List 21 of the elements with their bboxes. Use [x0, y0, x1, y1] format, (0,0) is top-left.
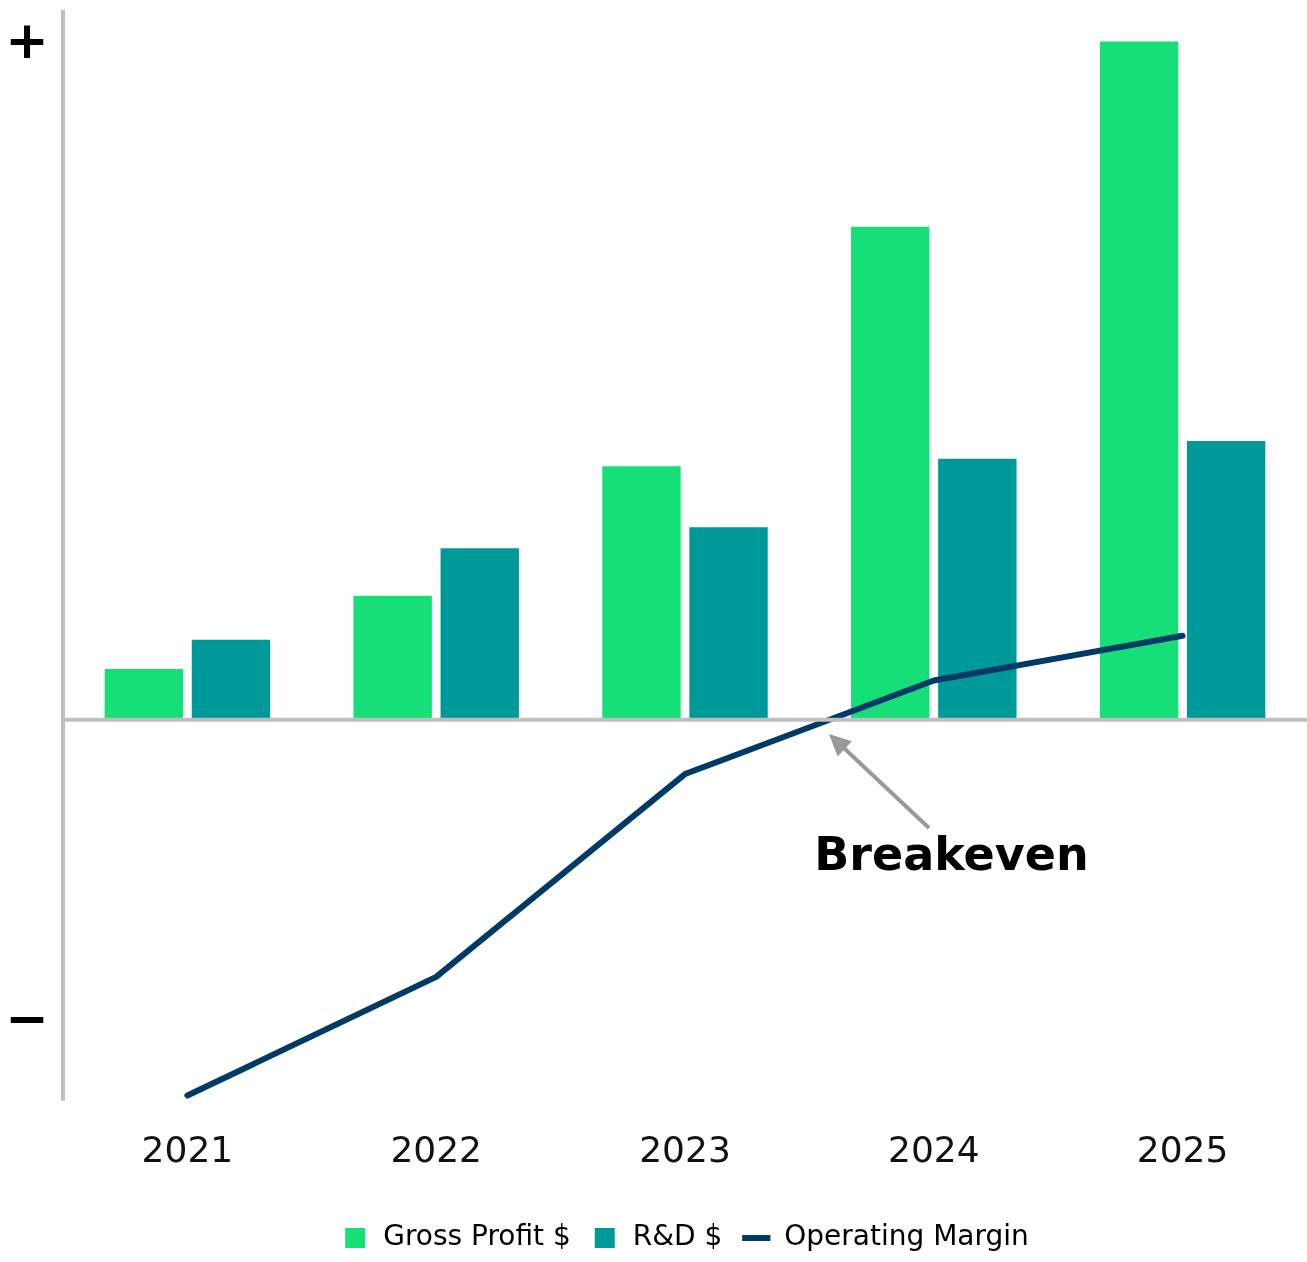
bar: [851, 226, 930, 720]
bar: [1099, 41, 1179, 720]
bar: [353, 595, 432, 720]
bar: [602, 466, 681, 720]
bar: [938, 458, 1017, 720]
x-tick-label: 2021: [141, 1128, 234, 1170]
legend-label: R&D $: [632, 1219, 723, 1253]
annotation: Breakeven: [814, 826, 1089, 881]
x-tick-label: 2023: [639, 1128, 731, 1170]
bar: [689, 527, 768, 720]
x-tick-label: 2024: [887, 1128, 980, 1170]
x-tick-label: 2022: [390, 1128, 483, 1170]
bar: [440, 548, 519, 720]
bar: [1186, 441, 1266, 720]
legend-label: Operating Margin: [784, 1219, 1029, 1253]
bar: [191, 639, 271, 720]
x-tick-label: 2025: [1136, 1128, 1229, 1170]
bar: [104, 668, 184, 720]
legend-label: Gross Profit $: [383, 1219, 571, 1253]
text: −: [5, 988, 49, 1049]
text: +: [5, 9, 49, 70]
